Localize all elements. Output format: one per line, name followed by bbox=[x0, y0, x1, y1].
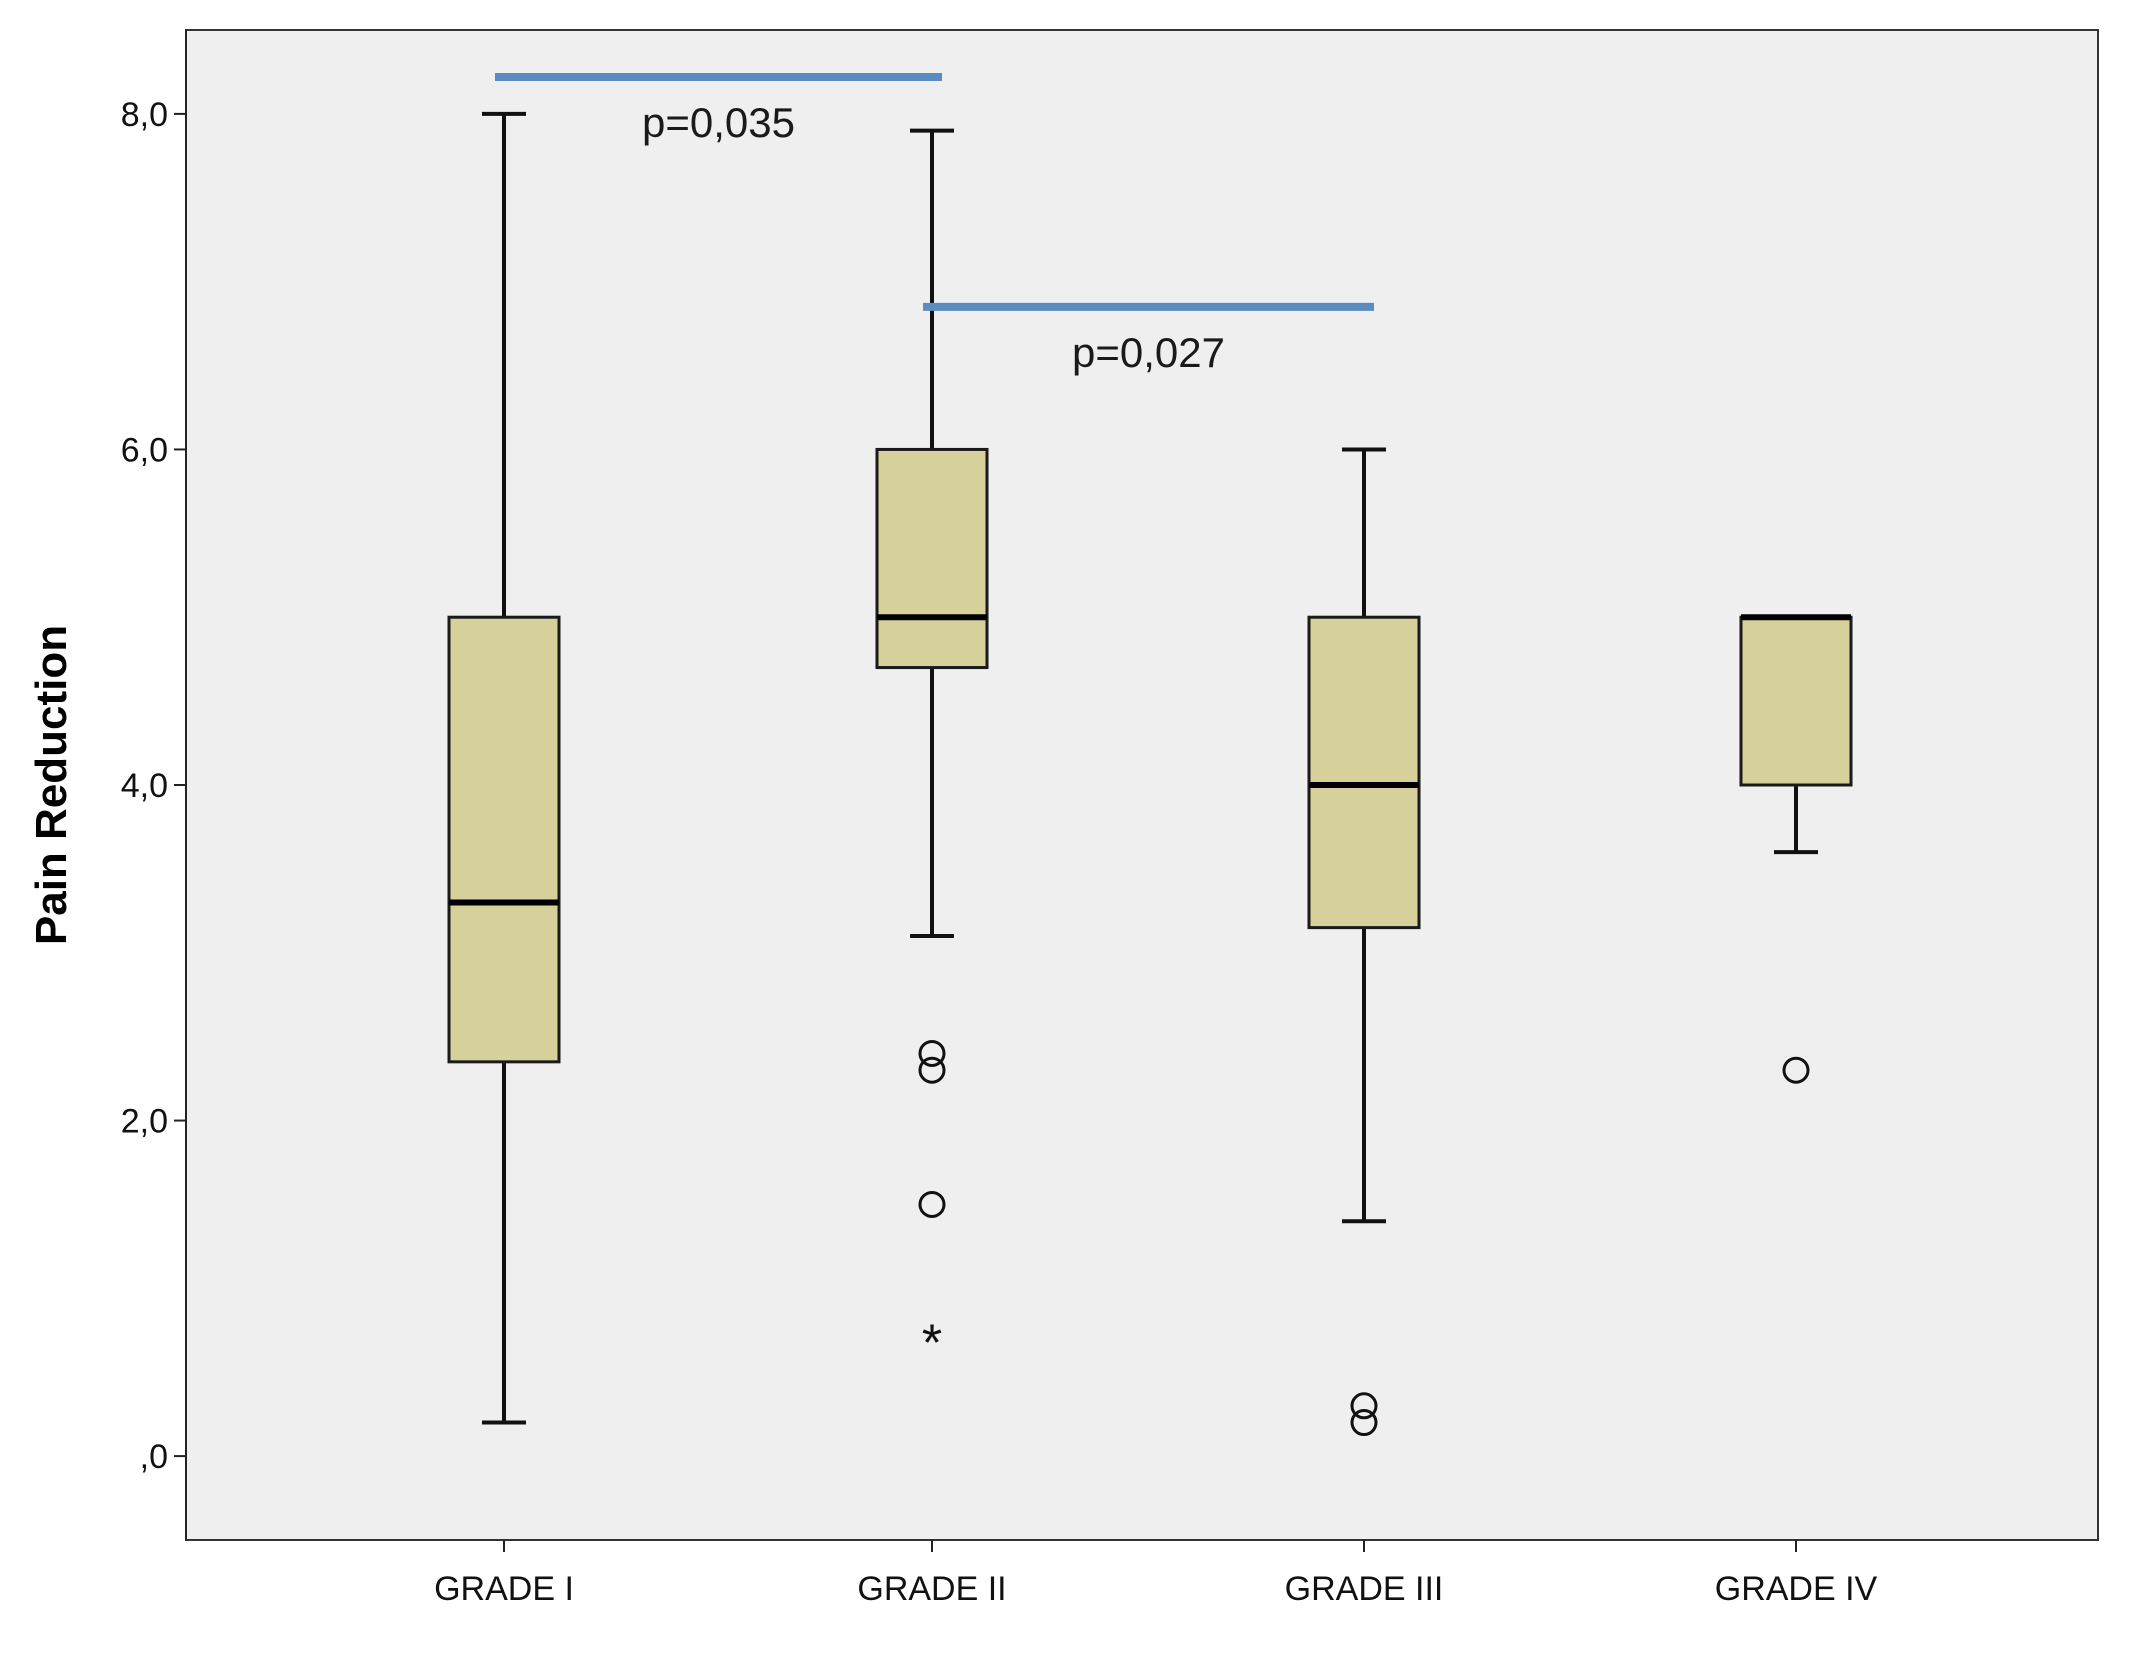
y-axis-title: Pain Reduction bbox=[27, 625, 76, 945]
x-axis: GRADE I GRADE II GRADE III GRADE IV bbox=[434, 1540, 1878, 1608]
box-iqr bbox=[447, 615, 561, 1064]
y-tick-label: 6,0 bbox=[121, 431, 168, 469]
y-tick-label: ,0 bbox=[140, 1438, 168, 1476]
box-iqr bbox=[1307, 615, 1421, 930]
y-tick-label: 2,0 bbox=[121, 1103, 168, 1141]
box-group bbox=[447, 111, 561, 1425]
y-tick-label: 4,0 bbox=[121, 767, 168, 805]
box-group: * bbox=[875, 128, 989, 1373]
x-tick-label: GRADE II bbox=[857, 1570, 1006, 1608]
box-group bbox=[1739, 614, 1853, 1084]
y-tick-label: 8,0 bbox=[121, 96, 168, 134]
outlier-point bbox=[1350, 1409, 1378, 1437]
x-tick-label: GRADE IV bbox=[1715, 1570, 1878, 1608]
x-tick-label: GRADE I bbox=[434, 1570, 574, 1608]
outlier-point bbox=[918, 1056, 946, 1084]
p-value-label: p=0,035 bbox=[642, 99, 795, 146]
significance-annotations: p=0,035 p=0,027 bbox=[495, 72, 1374, 376]
outlier-point bbox=[1350, 1392, 1378, 1420]
p-value-label: p=0,027 bbox=[1072, 329, 1225, 376]
extreme-point: * bbox=[922, 1315, 942, 1373]
box-iqr bbox=[1739, 615, 1853, 787]
outlier-point bbox=[1782, 1056, 1810, 1084]
outlier-point bbox=[918, 1039, 946, 1067]
y-axis: ,0 2,0 4,0 6,0 8,0 bbox=[121, 30, 187, 1540]
box-group bbox=[1307, 447, 1421, 1437]
box-series: * bbox=[447, 111, 1853, 1437]
outlier-point bbox=[918, 1190, 946, 1218]
x-tick-label: GRADE III bbox=[1285, 1570, 1444, 1608]
box-iqr bbox=[875, 447, 989, 670]
